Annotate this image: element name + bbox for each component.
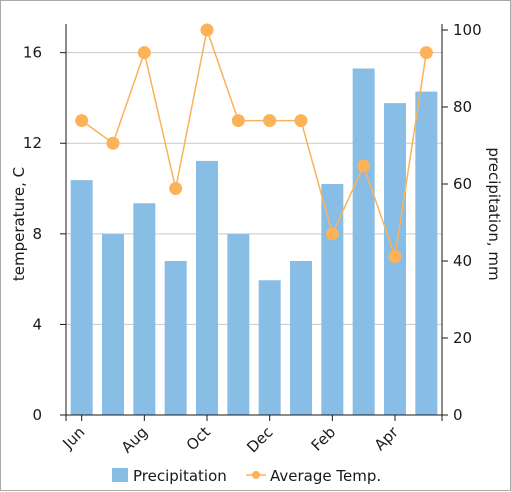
axes — [65, 24, 443, 421]
temp-point-may — [419, 46, 433, 60]
temp-point-aug — [137, 46, 151, 60]
legend-swatch-marker — [252, 471, 260, 479]
temp-point-apr — [388, 249, 402, 263]
bar-oct — [196, 160, 218, 415]
bar-may — [415, 91, 438, 415]
y-axis-left-label: temperature, C — [10, 167, 28, 281]
legend-label-average-temp: Average Temp. — [270, 467, 381, 485]
right-tick-label: 100 — [453, 21, 482, 39]
bar-aug — [133, 203, 156, 415]
legend-label-precipitation: Precipitation — [133, 467, 227, 485]
bar-feb — [321, 184, 344, 415]
x-tick-label: Dec — [243, 423, 276, 456]
temp-point-jan — [294, 114, 308, 128]
bar-jan — [290, 261, 312, 415]
right-tick-label: 60 — [453, 175, 472, 193]
temp-point-dec — [263, 114, 277, 128]
bar-nov — [227, 234, 250, 415]
y-axis-right-label: precipitation, mm — [485, 147, 503, 280]
temp-point-mar — [357, 159, 371, 173]
temperature-line — [75, 23, 433, 263]
left-tick-label: 12 — [23, 134, 42, 152]
bar-jul — [102, 234, 124, 415]
right-tick-label: 80 — [453, 98, 472, 116]
x-axis-ticks: Jun Aug Oct Dec Feb Apr — [58, 415, 402, 457]
left-axis-ticks: 0 4 8 12 16 — [23, 44, 66, 424]
left-tick-label: 8 — [32, 225, 42, 243]
left-tick-label: 4 — [32, 315, 42, 333]
legend-swatch-precipitation — [112, 468, 128, 482]
right-tick-label: 40 — [453, 252, 472, 270]
x-tick-label: Apr — [371, 423, 403, 455]
bar-jun — [70, 180, 93, 415]
temp-point-jul — [106, 136, 120, 150]
temp-point-nov — [231, 114, 245, 128]
left-tick-label: 16 — [23, 44, 42, 62]
temperature-polyline — [81, 27, 428, 257]
x-tick-label: Aug — [118, 423, 151, 456]
right-axis-ticks: 0 20 40 60 80 100 — [442, 21, 482, 424]
right-tick-label: 0 — [453, 406, 463, 424]
bar-sep — [164, 261, 187, 415]
bar-dec — [258, 280, 281, 415]
temp-point-oct — [200, 23, 214, 37]
x-tick-label: Feb — [308, 423, 340, 455]
bar-mar — [352, 68, 375, 415]
gridlines — [66, 52, 442, 325]
temp-point-sep — [169, 182, 183, 196]
right-tick-label: 20 — [453, 329, 472, 347]
temp-point-jun — [75, 114, 89, 128]
precipitation-bars — [70, 68, 438, 416]
temp-point-feb — [325, 227, 339, 241]
x-tick-label: Oct — [183, 423, 214, 454]
x-tick-label: Jun — [58, 423, 88, 453]
left-tick-label: 0 — [32, 406, 42, 424]
legend: Precipitation Average Temp. — [112, 467, 381, 485]
